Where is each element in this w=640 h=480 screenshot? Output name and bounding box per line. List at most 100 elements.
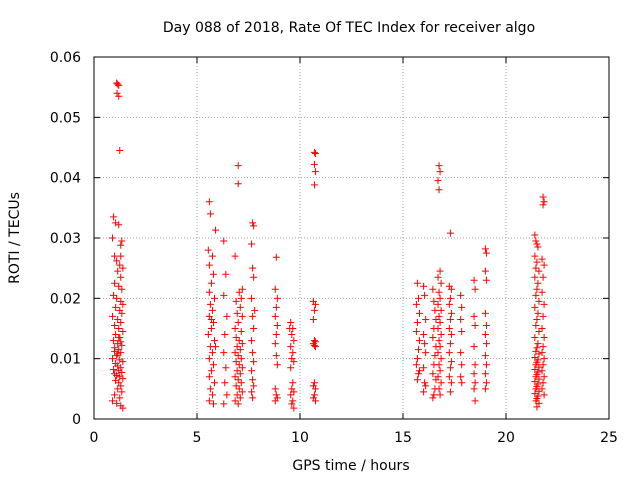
data-point: [481, 309, 489, 317]
data-point: [540, 391, 548, 399]
data-point: [540, 373, 548, 381]
data-point: [311, 343, 319, 351]
data-point: [481, 385, 489, 393]
data-point: [539, 273, 547, 281]
data-point: [533, 258, 541, 266]
data-point: [231, 397, 239, 405]
data-point: [429, 370, 437, 378]
y-axis-label: ROTI / TECUs: [7, 192, 23, 284]
data-point: [445, 325, 453, 332]
data-point: [311, 397, 319, 405]
data-point: [237, 328, 245, 336]
data-point: [434, 373, 442, 381]
data-point: [220, 237, 228, 245]
data-point: [310, 181, 318, 189]
data-point: [116, 147, 124, 155]
data-point: [205, 355, 213, 363]
x-tick-label: 15: [394, 430, 412, 446]
data-point: [209, 361, 217, 369]
data-point: [539, 343, 547, 351]
data-point: [436, 294, 444, 302]
data-point: [431, 306, 439, 314]
data-point: [272, 391, 280, 399]
data-point: [422, 382, 430, 390]
data-point: [116, 394, 124, 402]
data-point: [116, 356, 124, 364]
data-point: [207, 279, 215, 287]
data-point: [235, 385, 243, 393]
data-point: [237, 355, 245, 363]
data-point: [118, 285, 126, 293]
data-point: [533, 285, 541, 293]
data-point: [232, 382, 240, 390]
data-point: [435, 337, 443, 345]
data-point: [437, 306, 445, 314]
data-point: [206, 385, 214, 393]
data-point: [220, 400, 228, 408]
data-point: [249, 376, 257, 384]
data-point: [231, 325, 239, 332]
data-point: [235, 361, 243, 369]
y-tick-label: 0: [72, 412, 81, 428]
data-point: [114, 385, 122, 393]
data-point: [447, 379, 455, 387]
data-point: [533, 240, 541, 248]
x-tick-label: 10: [291, 430, 309, 446]
data-point: [111, 321, 119, 329]
data-point: [112, 303, 120, 311]
data-point: [231, 373, 239, 381]
data-point: [271, 397, 279, 405]
data-point: [116, 373, 124, 381]
data-point: [422, 349, 430, 357]
data-point: [412, 300, 420, 308]
data-point: [535, 350, 543, 358]
data-point: [248, 294, 256, 302]
data-point: [118, 309, 126, 317]
data-point: [421, 340, 429, 348]
data-point: [223, 391, 231, 399]
data-point: [447, 358, 455, 366]
data-point: [110, 366, 118, 374]
data-point: [531, 252, 539, 260]
data-point: [311, 300, 319, 308]
data-point: [118, 341, 126, 349]
data-point: [437, 331, 445, 339]
data-point: [482, 361, 490, 369]
data-point: [113, 294, 121, 302]
data-point: [535, 297, 543, 305]
data-point: [110, 213, 118, 221]
data-point: [457, 373, 465, 381]
data-point: [272, 253, 280, 261]
data-point: [117, 349, 125, 357]
y-tick-label: 0.04: [50, 171, 81, 187]
data-point: [535, 267, 543, 275]
data-point: [117, 338, 125, 346]
data-point: [535, 399, 543, 407]
data-point: [445, 349, 453, 357]
data-point: [248, 337, 256, 345]
data-point: [482, 379, 490, 387]
data-point: [290, 404, 298, 412]
data-point: [233, 309, 241, 317]
data-point: [470, 370, 478, 378]
data-point: [235, 337, 243, 345]
data-point: [272, 303, 280, 311]
data-point: [481, 370, 489, 378]
data-point: [534, 243, 542, 251]
y-tick-label: 0.03: [50, 231, 81, 247]
data-point: [119, 328, 127, 336]
data-point: [250, 222, 258, 230]
data-point: [222, 364, 230, 372]
data-point: [207, 325, 215, 332]
data-point: [114, 362, 122, 370]
data-point: [470, 385, 478, 393]
data-point: [470, 312, 478, 320]
data-point: [234, 162, 242, 170]
data-point: [110, 337, 118, 345]
data-point: [249, 394, 257, 402]
data-point: [250, 273, 258, 281]
data-point: [310, 306, 318, 314]
data-point: [534, 279, 542, 287]
data-point: [447, 285, 455, 293]
data-point: [531, 334, 539, 342]
